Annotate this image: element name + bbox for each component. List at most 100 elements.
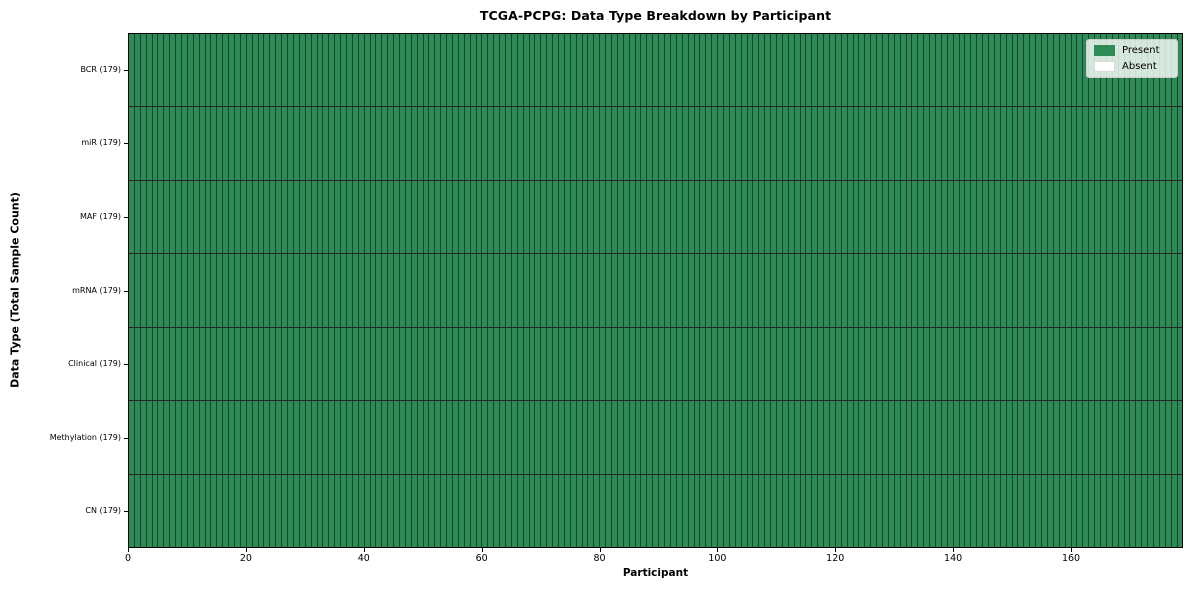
cell xyxy=(345,474,352,547)
cell xyxy=(946,474,953,547)
cell xyxy=(369,254,376,327)
x-tick-label: 40 xyxy=(357,553,370,564)
cell xyxy=(516,474,523,547)
cell xyxy=(157,474,164,547)
cell xyxy=(717,180,723,254)
cell xyxy=(228,180,235,254)
cell xyxy=(935,254,941,327)
cell xyxy=(269,401,276,474)
cell xyxy=(852,107,859,180)
cell xyxy=(393,107,399,180)
cell xyxy=(1011,180,1018,254)
cell xyxy=(363,474,370,547)
cell xyxy=(422,401,429,474)
cell xyxy=(958,107,965,180)
cell xyxy=(487,327,494,401)
cell xyxy=(1005,107,1012,180)
cell xyxy=(292,327,299,401)
cell xyxy=(516,180,523,254)
cell xyxy=(481,327,488,401)
cell xyxy=(516,107,523,180)
cell xyxy=(811,34,818,107)
cell xyxy=(805,34,812,107)
cell xyxy=(970,107,977,180)
cell xyxy=(558,34,564,107)
cell xyxy=(181,254,187,327)
cell xyxy=(640,180,647,254)
cell xyxy=(446,327,452,401)
cell xyxy=(245,180,252,254)
cell xyxy=(628,180,635,254)
cell xyxy=(817,401,824,474)
cell xyxy=(840,474,847,547)
cell xyxy=(640,107,647,180)
cell xyxy=(228,327,235,401)
heatmap-row xyxy=(129,254,1183,328)
cell xyxy=(451,254,458,327)
cell xyxy=(964,107,971,180)
cell xyxy=(840,254,847,327)
cell xyxy=(988,107,994,180)
cell xyxy=(375,180,382,254)
cell xyxy=(281,107,288,180)
cell xyxy=(681,254,688,327)
cell xyxy=(593,401,600,474)
cell xyxy=(1023,401,1030,474)
cell xyxy=(552,34,559,107)
cell xyxy=(958,34,965,107)
cell xyxy=(923,254,930,327)
cell xyxy=(563,107,570,180)
cell xyxy=(999,254,1006,327)
cell xyxy=(935,401,941,474)
cell xyxy=(581,474,588,547)
cell xyxy=(699,107,706,180)
cell xyxy=(711,254,718,327)
cell xyxy=(1152,474,1159,547)
legend-item-present: Present xyxy=(1094,45,1170,56)
cell xyxy=(1158,474,1165,547)
cell xyxy=(728,34,735,107)
cell xyxy=(239,401,246,474)
cell xyxy=(1164,474,1171,547)
cell xyxy=(982,401,989,474)
cell xyxy=(522,34,529,107)
y-tick-mark xyxy=(124,364,128,366)
cell xyxy=(404,401,411,474)
cell xyxy=(357,254,364,327)
cell xyxy=(363,254,370,327)
cell xyxy=(410,474,417,547)
cell xyxy=(758,254,765,327)
cell xyxy=(129,107,134,180)
cell xyxy=(163,180,170,254)
y-tick-mark xyxy=(124,511,128,513)
cell xyxy=(1147,254,1153,327)
cell xyxy=(151,254,158,327)
x-tick-mark xyxy=(717,548,719,552)
cell xyxy=(846,254,853,327)
cell xyxy=(257,254,264,327)
cell xyxy=(970,327,977,401)
cell xyxy=(569,254,576,327)
cell xyxy=(440,327,447,401)
legend-item-absent: Absent xyxy=(1094,61,1170,72)
cell xyxy=(640,327,647,401)
cell xyxy=(563,180,570,254)
cell xyxy=(999,34,1006,107)
cell xyxy=(646,401,653,474)
cell xyxy=(893,401,900,474)
cell xyxy=(1170,327,1177,401)
cell xyxy=(1064,474,1071,547)
cell xyxy=(340,180,346,254)
cell xyxy=(799,180,806,254)
cell xyxy=(828,34,835,107)
cell xyxy=(1052,254,1059,327)
cell xyxy=(1152,327,1159,401)
cell xyxy=(428,180,435,254)
cell xyxy=(728,401,735,474)
cell xyxy=(133,180,140,254)
cell xyxy=(287,474,293,547)
cell xyxy=(363,401,370,474)
cell xyxy=(1123,401,1130,474)
cell xyxy=(705,180,712,254)
cell xyxy=(398,254,405,327)
